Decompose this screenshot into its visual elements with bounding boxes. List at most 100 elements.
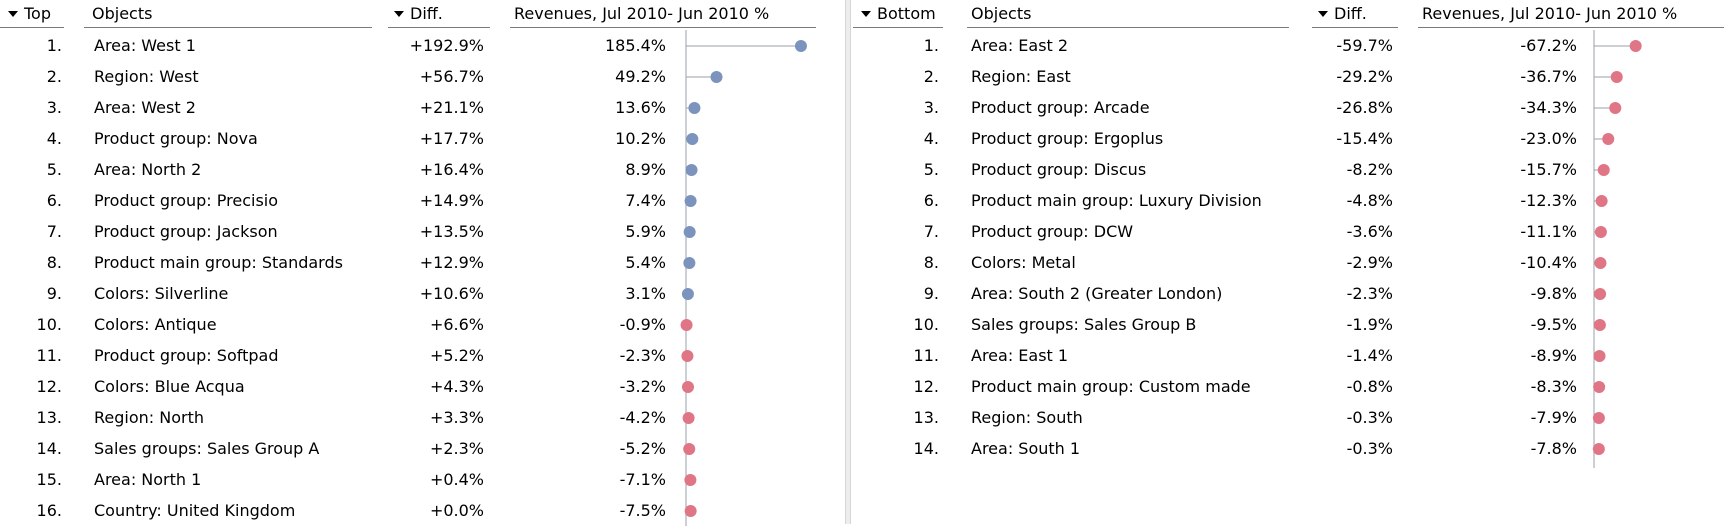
diff-cell: +12.9%	[419, 253, 484, 272]
data-point	[684, 474, 697, 486]
data-point	[1594, 288, 1607, 300]
revenue-cell: -7.5%	[619, 501, 666, 520]
revenue-cell: 49.2%	[615, 67, 666, 86]
revenue-cell: -67.2%	[1520, 36, 1577, 55]
data-point	[684, 505, 697, 517]
rank-cell: 10.	[913, 315, 939, 334]
data-point	[1593, 381, 1606, 393]
diff-cell: +3.3%	[429, 408, 484, 427]
object-cell: Region: West	[94, 67, 199, 86]
diff-cell: +5.2%	[429, 346, 484, 365]
object-cell: Area: East 1	[971, 346, 1069, 365]
rank-cell: 6.	[46, 191, 62, 210]
rank-cell: 7.	[923, 222, 939, 241]
bottom-rank-header[interactable]: Bottom	[861, 0, 941, 28]
object-cell: Product main group: Luxury Division	[971, 191, 1262, 210]
data-point	[1629, 40, 1642, 52]
revenue-cell: -2.3%	[619, 346, 666, 365]
object-cell: Product group: Discus	[971, 160, 1147, 179]
revenue-cell: 10.2%	[615, 129, 666, 148]
object-cell: Area: North 2	[94, 160, 202, 179]
diff-cell: +6.6%	[429, 315, 484, 334]
revenue-cell: -10.4%	[1520, 253, 1577, 272]
object-cell: Colors: Silverline	[94, 284, 229, 303]
object-cell: Region: East	[971, 67, 1071, 86]
diff-cell: -2.9%	[1346, 253, 1393, 272]
data-point	[682, 412, 695, 424]
diff-cell: -1.9%	[1346, 315, 1393, 334]
revenue-cell: 5.9%	[625, 222, 666, 241]
top-revenue-header[interactable]: Revenues, Jul 2010- Jun 2010 %	[514, 4, 770, 23]
diff-cell: +13.5%	[419, 222, 484, 241]
object-cell: Product group: Nova	[94, 129, 258, 148]
revenue-cell: -5.2%	[619, 439, 666, 458]
bottom-revenue-header[interactable]: Revenues, Jul 2010- Jun 2010 %	[1422, 4, 1678, 23]
diff-cell: +14.9%	[419, 191, 484, 210]
header-underline	[0, 27, 64, 28]
data-point	[684, 195, 697, 207]
diff-cell: +0.0%	[429, 501, 484, 520]
rank-cell: 14.	[36, 439, 62, 458]
revenue-cell: 8.9%	[625, 160, 666, 179]
object-cell: Area: East 2	[971, 36, 1069, 55]
revenue-cell: 7.4%	[625, 191, 666, 210]
diff-cell: +16.4%	[419, 160, 484, 179]
object-cell: Colors: Blue Acqua	[94, 377, 245, 396]
diff-cell: +17.7%	[419, 129, 484, 148]
rank-cell: 5.	[46, 160, 62, 179]
object-cell: Product main group: Standards	[94, 253, 343, 272]
object-cell: Region: North	[94, 408, 204, 427]
header-underline	[510, 27, 816, 28]
rank-cell: 7.	[46, 222, 62, 241]
revenue-cell: -12.3%	[1520, 191, 1577, 210]
top-rank-header[interactable]: Top	[8, 0, 64, 28]
data-point	[1595, 195, 1608, 207]
header-underline	[388, 27, 490, 28]
rank-cell: 12.	[913, 377, 939, 396]
bottom-diff-header[interactable]: Diff.	[1318, 0, 1398, 28]
object-cell: Area: West 2	[94, 98, 196, 117]
data-point	[1594, 226, 1607, 238]
data-point	[685, 164, 698, 176]
rank-cell: 16.	[36, 501, 62, 520]
rank-cell: 15.	[36, 470, 62, 489]
header-underline	[84, 27, 372, 28]
data-point	[686, 133, 699, 145]
rank-cell: 13.	[913, 408, 939, 427]
rank-cell: 4.	[923, 129, 939, 148]
diff-cell: -26.8%	[1336, 98, 1393, 117]
diff-cell: -29.2%	[1336, 67, 1393, 86]
revenue-cell: -36.7%	[1520, 67, 1577, 86]
sort-desc-icon	[394, 10, 404, 17]
bottom-objects-header[interactable]: Objects	[971, 4, 1032, 23]
top-diff-header[interactable]: Diff.	[394, 0, 490, 28]
diff-cell: -8.2%	[1346, 160, 1393, 179]
revenue-cell: 185.4%	[604, 36, 666, 55]
diff-cell: -59.7%	[1336, 36, 1393, 55]
object-cell: Region: South	[971, 408, 1083, 427]
object-cell: Product group: Arcade	[971, 98, 1150, 117]
revenue-cell: -3.2%	[619, 377, 666, 396]
rank-cell: 11.	[913, 346, 939, 365]
data-point	[681, 288, 694, 300]
revenue-cell: 3.1%	[625, 284, 666, 303]
data-point	[1592, 412, 1605, 424]
top-objects-header[interactable]: Objects	[92, 4, 153, 23]
object-cell: Sales groups: Sales Group B	[971, 315, 1197, 334]
revenue-cell: 13.6%	[615, 98, 666, 117]
revenue-cell: -8.3%	[1530, 377, 1577, 396]
object-cell: Colors: Metal	[971, 253, 1076, 272]
rank-cell: 8.	[923, 253, 939, 272]
diff-cell: +0.4%	[429, 470, 484, 489]
rank-cell: 1.	[923, 36, 939, 55]
diff-cell: -2.3%	[1346, 284, 1393, 303]
sort-desc-icon	[861, 10, 871, 17]
sort-desc-icon	[8, 10, 18, 17]
rank-cell: 9.	[46, 284, 62, 303]
revenue-cell: 5.4%	[625, 253, 666, 272]
panel-splitter[interactable]	[845, 0, 851, 524]
revenue-cell: -4.2%	[619, 408, 666, 427]
revenue-cell: -15.7%	[1520, 160, 1577, 179]
data-point	[680, 319, 693, 331]
data-point	[681, 350, 694, 362]
